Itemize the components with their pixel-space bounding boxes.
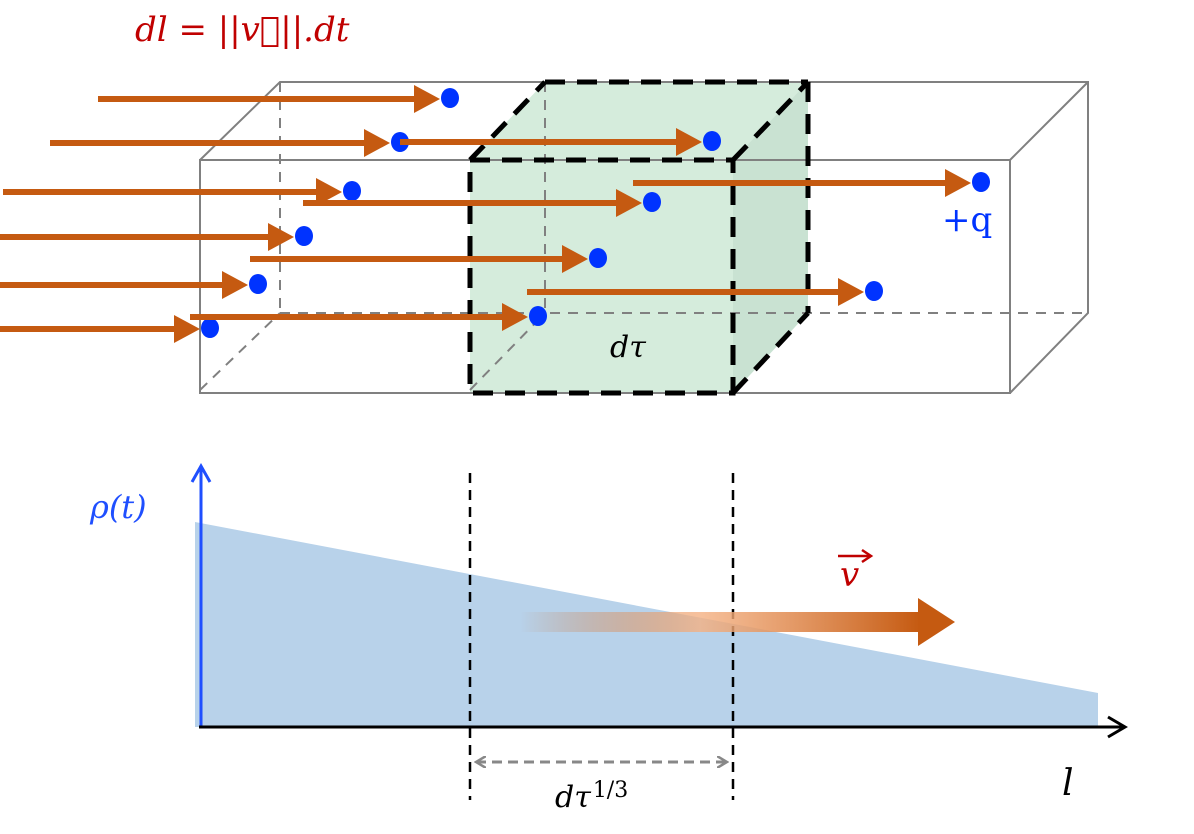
charge-dot bbox=[703, 131, 721, 151]
formula: dl = ||v⃗||.dt bbox=[135, 10, 350, 50]
density-axis-arrowhead bbox=[190, 462, 212, 483]
charge-arrowhead bbox=[174, 315, 200, 343]
density-label: ρ(t) bbox=[90, 488, 147, 526]
vector-arrow-icon bbox=[838, 548, 874, 564]
volume-label: dτ bbox=[610, 330, 646, 365]
charge-dot bbox=[441, 88, 459, 108]
charge-arrowhead bbox=[414, 85, 440, 113]
charge-arrowhead bbox=[364, 129, 390, 157]
charge-dot bbox=[343, 181, 361, 201]
charge-arrowhead bbox=[616, 189, 642, 217]
charge-dot bbox=[249, 274, 267, 294]
length-axis-arrowhead bbox=[1107, 715, 1128, 739]
charge-arrowhead bbox=[268, 223, 294, 251]
charge-label: +q bbox=[942, 200, 993, 240]
charge-arrowhead bbox=[945, 169, 971, 197]
moving-charges bbox=[0, 85, 990, 343]
velocity-arrow-shaft bbox=[520, 612, 920, 632]
charge-arrowhead bbox=[676, 128, 702, 156]
charge-dot bbox=[972, 172, 990, 192]
length-label: l bbox=[1062, 763, 1074, 804]
charge-arrowhead bbox=[316, 178, 342, 206]
charge-dot bbox=[643, 192, 661, 212]
charge-dot bbox=[865, 281, 883, 301]
charge-arrowhead bbox=[562, 245, 588, 273]
width-label: dτ1/3 bbox=[555, 778, 628, 816]
volume-element-cube bbox=[467, 79, 811, 396]
width-label-exponent: 1/3 bbox=[592, 778, 629, 803]
charge-dot bbox=[529, 306, 547, 326]
velocity-arrow-head bbox=[918, 598, 955, 646]
charge-dot bbox=[295, 226, 313, 246]
charge-dot bbox=[201, 318, 219, 338]
charge-arrowhead bbox=[502, 303, 528, 331]
charge-arrowhead bbox=[838, 278, 864, 306]
charge-arrowhead bbox=[222, 271, 248, 299]
velocity-label: v bbox=[840, 555, 860, 595]
charge-dot bbox=[589, 248, 607, 268]
width-label-base: dτ bbox=[555, 779, 591, 815]
